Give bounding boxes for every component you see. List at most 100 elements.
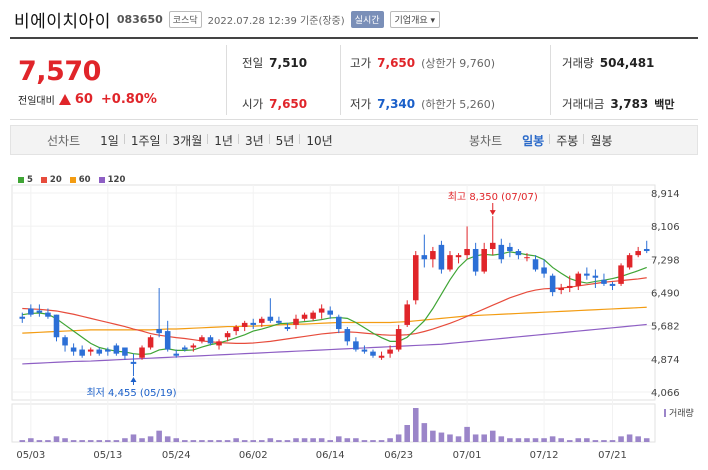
volume-bar [113,440,120,442]
legend-label: 60 [78,175,91,185]
volume-bar [335,436,342,442]
candle-body [395,329,402,350]
volume-bar [395,434,402,442]
volume-panel-frame [11,403,656,443]
volume-bar [267,438,274,442]
change-label: 전일대비 [18,96,55,107]
tab-daily[interactable]: 일봉 [522,133,545,148]
current-price-box: 7,570 전일대비 60 +0.80% [10,39,226,120]
volume-bar [130,434,137,442]
candle-body [139,347,145,358]
candle-body [566,285,573,288]
line-chart-tabs: 선차트 1일 1주일 3개월 1년 3년 5년 10년 [47,126,339,154]
candle-body [182,347,188,350]
candle-body [233,326,239,332]
volume-bar [447,434,453,442]
stat-high: 고가 7,650 (상한가 9,760) [350,55,495,71]
tab-1d[interactable]: 1일 [100,133,119,148]
volume-bar [164,436,171,442]
volume-bar [122,438,128,442]
change-percent: +0.80% [100,92,157,107]
candle-body [370,351,376,356]
tab-monthly[interactable]: 월봉 [583,132,618,149]
candle-body [412,255,419,301]
volume-legend-swatch [664,409,666,417]
company-overview-dropdown[interactable]: 기업개요 ▾ [389,10,441,28]
volume-bar [79,440,85,442]
candle-body [45,312,51,317]
volume-bar [378,440,385,442]
candle-body [62,337,68,346]
volume-bar [353,438,359,442]
candle-body [549,275,556,293]
candle-body [421,255,428,260]
candle-body [267,316,274,321]
tab-weekly[interactable]: 주봉 [549,132,584,149]
candle-body [147,337,154,348]
volume-bar [592,440,599,442]
volume-bar [284,440,291,442]
volume-bar [635,436,641,442]
volume-bar [96,440,103,442]
volume-bar [584,438,590,442]
volume-bar [541,438,547,442]
candle-body [481,248,487,272]
candle-body [250,322,257,325]
realtime-button[interactable]: 실시간 [350,10,384,28]
candle-body [79,349,85,356]
candle-body [310,312,316,319]
candle-body [575,273,582,286]
x-tick-label: 05/03 [16,450,45,461]
stat-label: 전일 [242,56,264,70]
volume-bar [173,438,180,442]
candle-body [122,347,128,356]
candle-body [489,242,496,249]
tab-10y[interactable]: 10년 [299,132,338,149]
volume-bar [361,440,368,442]
candle-body [404,304,410,325]
high-annotation: 최고 8,350 (07/07) [448,191,538,203]
candle-body [524,257,530,259]
volume-label: 거래량 [669,407,694,419]
volume-bar [182,440,188,442]
volume-bar [472,434,479,442]
tab-1w[interactable]: 1주일 [123,132,167,149]
quote-datetime: 2022.07.28 12:39 기준(장중) [207,15,345,27]
stat-label: 거래량 [562,56,594,70]
legend-ma20: 20 [40,175,62,185]
low-annotation: 최저 4,455 (05/19) [86,387,176,399]
stat-unit: 백만 [654,98,675,111]
volume-bar [147,436,154,442]
tab-3y[interactable]: 3년 [237,132,270,149]
volume-bar [310,438,316,442]
volume-bar [524,438,530,442]
volume-bar [438,432,445,442]
stat-label: 시가 [242,97,264,111]
candle-body [626,255,633,268]
volume-bar [464,426,470,442]
change-value: 60 [74,92,93,107]
volume-bar [387,438,393,442]
volume-bar [370,440,376,442]
candle-body [96,349,103,354]
candle-body [259,318,265,323]
tab-1y[interactable]: 1년 [207,132,239,149]
volume-bar [643,438,650,442]
candle-body [353,341,359,350]
lower-limit: (하한가 5,260) [421,98,496,111]
candle-body [455,255,462,258]
legend-swatch [18,177,24,183]
up-triangle-icon [58,94,71,105]
volume-bar [549,436,556,442]
volume-bar [421,423,428,442]
tab-3m[interactable]: 3개월 [165,132,209,149]
low-arrow-icon [130,377,137,383]
legend-swatch [40,177,47,183]
high-arrow-icon [489,210,496,216]
volume-bar [412,408,419,442]
x-tick-label: 05/24 [162,450,191,461]
divider [226,45,227,115]
candle-body [327,310,334,315]
tab-5y[interactable]: 5년 [268,132,301,149]
